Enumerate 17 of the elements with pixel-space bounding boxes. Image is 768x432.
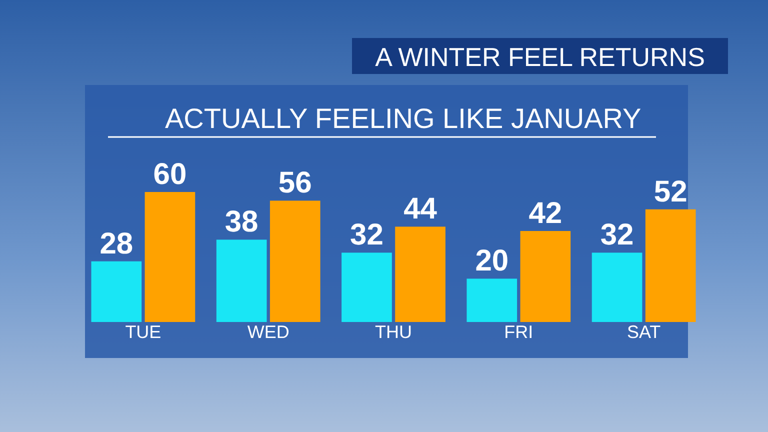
data-label: 32: [350, 218, 384, 252]
chart-title: A WINTER FEEL RETURNS: [375, 42, 705, 72]
x-tick-label: TUE: [125, 322, 162, 342]
data-label: 56: [278, 166, 312, 200]
data-label: 32: [600, 218, 634, 252]
data-label: 44: [404, 192, 438, 226]
x-tick-label: WED: [247, 322, 290, 342]
x-tick-label: SAT: [626, 322, 661, 342]
data-label: 28: [100, 227, 134, 260]
data-label: 20: [475, 244, 509, 278]
x-tick-label: THU: [375, 322, 412, 342]
chart-subtitle: ACTUALLY FEELING LIKE JANUARY: [165, 103, 642, 134]
x-tick-label: FRI: [504, 322, 534, 342]
data-label: 42: [528, 197, 562, 230]
data-label: 60: [153, 158, 187, 191]
data-label: 38: [224, 206, 258, 239]
data-label: 52: [654, 175, 688, 208]
